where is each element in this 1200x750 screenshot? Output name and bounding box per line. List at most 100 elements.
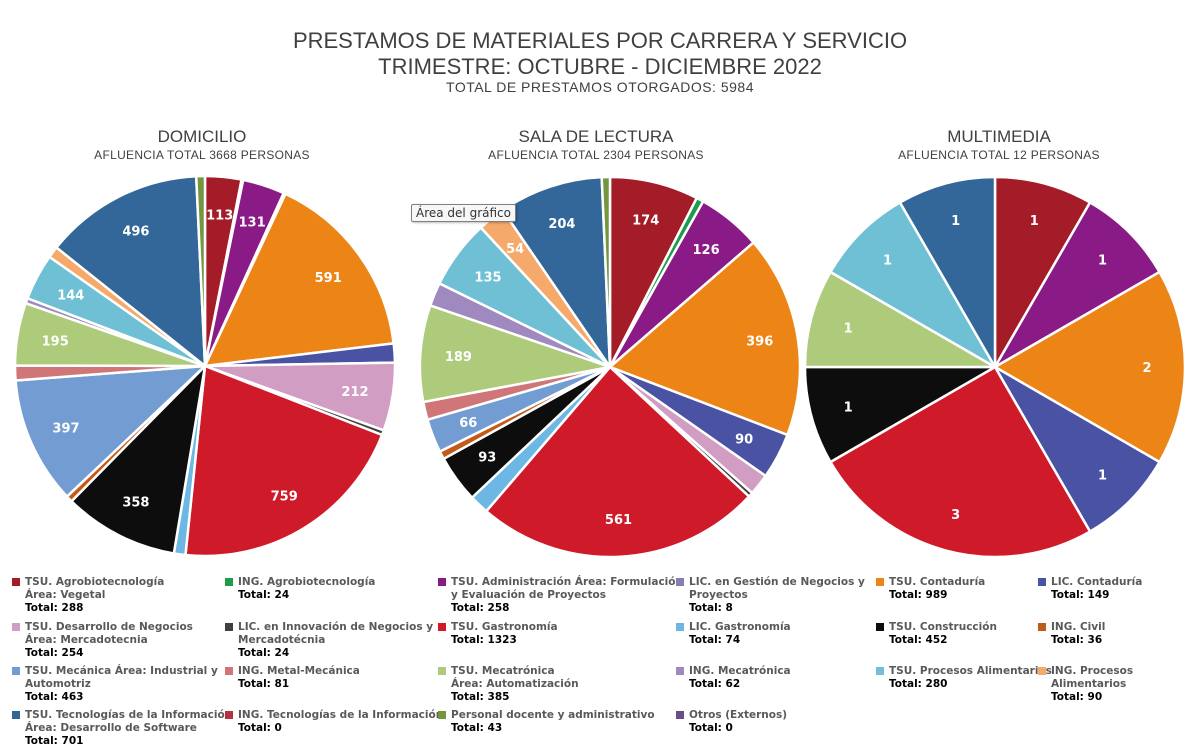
legend-label: TSU. Gastronomía bbox=[451, 621, 558, 633]
pie-slice[interactable] bbox=[600, 175, 612, 369]
legend-label: ING. Agrobiotecnología bbox=[238, 576, 376, 588]
legend-item: TSU. Administración Área: Formulación y … bbox=[438, 576, 683, 615]
legend-total: Total: 258 bbox=[451, 602, 510, 614]
pie-title-domicilio: DOMICILIO bbox=[157, 127, 247, 146]
legend-label: ING. Procesos Alimentarios bbox=[1051, 665, 1134, 690]
legend-total: Total: 0 bbox=[238, 722, 282, 734]
slice-data-label: 396 bbox=[746, 335, 773, 350]
legend-swatch bbox=[438, 667, 446, 675]
pie-slice[interactable] bbox=[203, 192, 395, 368]
legend-total: Total: 36 bbox=[1051, 634, 1103, 646]
pie-title-sala: SALA DE LECTURA bbox=[518, 127, 674, 146]
legend-item: TSU. Contaduría Total: 989 bbox=[876, 576, 986, 602]
legend-label: TSU. Administración Área: Formulación y … bbox=[451, 576, 683, 601]
legend-total: Total: 1323 bbox=[451, 634, 517, 646]
legend-total: Total: 452 bbox=[889, 634, 948, 646]
pie-sala-de-lectura[interactable]: 174 126 396 90 561 93 66 189 135 54 204 bbox=[418, 175, 802, 559]
legend-total: Total: 24 bbox=[238, 647, 290, 659]
pie-slice[interactable] bbox=[993, 175, 1092, 369]
chart-title: PRESTAMOS DE MATERIALES POR CARRERA Y SE… bbox=[292, 28, 908, 53]
legend-label: TSU. Agrobiotecnología Área: Vegetal bbox=[25, 576, 165, 601]
pie-slice[interactable] bbox=[14, 364, 207, 498]
slice-data-label: 135 bbox=[474, 270, 501, 285]
slice-data-label: 3 bbox=[951, 508, 960, 523]
legend-label: TSU. Contaduría bbox=[889, 576, 986, 588]
slice-data-label: 189 bbox=[445, 350, 472, 365]
pie-domicilio[interactable]: 113 131 591 212 759 358 397 195 144 496 bbox=[13, 174, 397, 558]
pie-slice[interactable] bbox=[418, 304, 612, 404]
pie-slice[interactable] bbox=[485, 365, 751, 559]
pie-slice[interactable] bbox=[194, 174, 207, 368]
chart-total: TOTAL DE PRESTAMOS OTORGADOS: 5984 bbox=[446, 79, 754, 95]
legend-swatch bbox=[876, 667, 884, 675]
legend-total: Total: 62 bbox=[689, 678, 741, 690]
slice-data-label: 1 bbox=[844, 322, 853, 337]
pie-subtitle-sala: AFLUENCIA TOTAL 2304 PERSONAS bbox=[488, 148, 704, 162]
slice-data-label: 54 bbox=[506, 242, 524, 257]
pie-slice[interactable] bbox=[184, 364, 384, 558]
pie-slice[interactable] bbox=[993, 365, 1161, 533]
legend-item: TSU. Tecnologías de la Información Área:… bbox=[12, 709, 233, 748]
legend-swatch bbox=[1038, 578, 1046, 586]
pie-subtitle-multimedia: AFLUENCIA TOTAL 12 PERSONAS bbox=[898, 148, 1100, 162]
legend-swatch bbox=[225, 623, 233, 631]
slice-data-label: 93 bbox=[478, 451, 496, 466]
legend-item: LIC. en Innovación de Negocios y Mercado… bbox=[225, 621, 433, 660]
legend-item: ING. Metal-Mecánica Total: 81 bbox=[225, 665, 360, 691]
legend-label: TSU. Procesos Alimentarios bbox=[889, 665, 1052, 677]
legend-swatch bbox=[438, 711, 446, 719]
legend-item: TSU. Gastronomía Total: 1323 bbox=[438, 621, 558, 647]
legend-label: TSU. Desarrollo de Negocios Área: Mercad… bbox=[25, 621, 193, 646]
legend-label: LIC. en Gestión de Negocios y Proyectos bbox=[689, 576, 865, 601]
legend-item: TSU. Construcción Total: 452 bbox=[876, 621, 997, 647]
slice-data-label: 144 bbox=[57, 289, 84, 304]
pie-slice[interactable] bbox=[898, 175, 997, 369]
legend-swatch bbox=[12, 711, 20, 719]
legend-label: TSU. Tecnologías de la Información Área:… bbox=[25, 709, 233, 734]
legend-item: LIC. Contaduría Total: 149 bbox=[1038, 576, 1142, 602]
slice-data-label: 195 bbox=[42, 334, 69, 349]
legend-item: TSU. Desarrollo de Negocios Área: Mercad… bbox=[12, 621, 193, 660]
slice-data-label: 591 bbox=[315, 271, 342, 286]
pie-multimedia[interactable]: 1 1 2 1 3 1 1 1 1 bbox=[803, 175, 1187, 559]
legend-label: LIC. Gastronomía bbox=[689, 621, 791, 633]
legend-swatch bbox=[676, 623, 684, 631]
legend-total: Total: 288 bbox=[25, 602, 84, 614]
slice-data-label: 358 bbox=[122, 495, 149, 510]
pie-slice[interactable] bbox=[829, 201, 997, 369]
pie-slice[interactable] bbox=[608, 241, 802, 437]
pie-slice[interactable] bbox=[993, 270, 1187, 464]
pie-slice[interactable] bbox=[803, 270, 997, 369]
legend-item: TSU. Mecatrónica Área: Automatización Tot… bbox=[438, 665, 579, 704]
legend-label: ING. Metal-Mecánica bbox=[238, 665, 360, 677]
slice-data-label: 397 bbox=[52, 422, 79, 437]
pie-slice[interactable] bbox=[70, 364, 207, 555]
legend-swatch bbox=[225, 667, 233, 675]
pie-slice[interactable] bbox=[803, 365, 997, 464]
slice-data-label: 212 bbox=[341, 385, 368, 400]
pie-slice[interactable] bbox=[829, 365, 1092, 559]
legend-label: ING. Civil bbox=[1051, 621, 1106, 633]
legend-total: Total: 463 bbox=[25, 691, 84, 703]
slice-data-label: 1 bbox=[1098, 469, 1107, 484]
pie-slice[interactable] bbox=[993, 201, 1161, 369]
legend-total: Total: 701 bbox=[25, 735, 84, 747]
slice-data-label: 1 bbox=[951, 214, 960, 229]
legend-swatch bbox=[438, 578, 446, 586]
chart-period: TRIMESTRE: OCTUBRE - DICIEMBRE 2022 bbox=[378, 54, 822, 79]
slice-data-label: 126 bbox=[693, 243, 720, 258]
slice-data-label: 561 bbox=[605, 513, 632, 528]
legend-label: TSU. Construcción bbox=[889, 621, 997, 633]
legend-total: Total: 8 bbox=[689, 602, 733, 614]
legend-swatch bbox=[438, 623, 446, 631]
legend-item: ING. Tecnologías de la Información Total:… bbox=[225, 709, 444, 735]
legend-swatch bbox=[676, 667, 684, 675]
pie-subtitle-domicilio: AFLUENCIA TOTAL 3668 PERSONAS bbox=[94, 148, 310, 162]
slice-data-label: 90 bbox=[735, 432, 753, 447]
pie-slice[interactable] bbox=[55, 174, 207, 368]
slice-data-label: 174 bbox=[632, 213, 659, 228]
legend-item: ING. Civil Total: 36 bbox=[1038, 621, 1106, 647]
legend-swatch bbox=[876, 578, 884, 586]
legend-label: ING. Tecnologías de la Información bbox=[238, 709, 444, 721]
